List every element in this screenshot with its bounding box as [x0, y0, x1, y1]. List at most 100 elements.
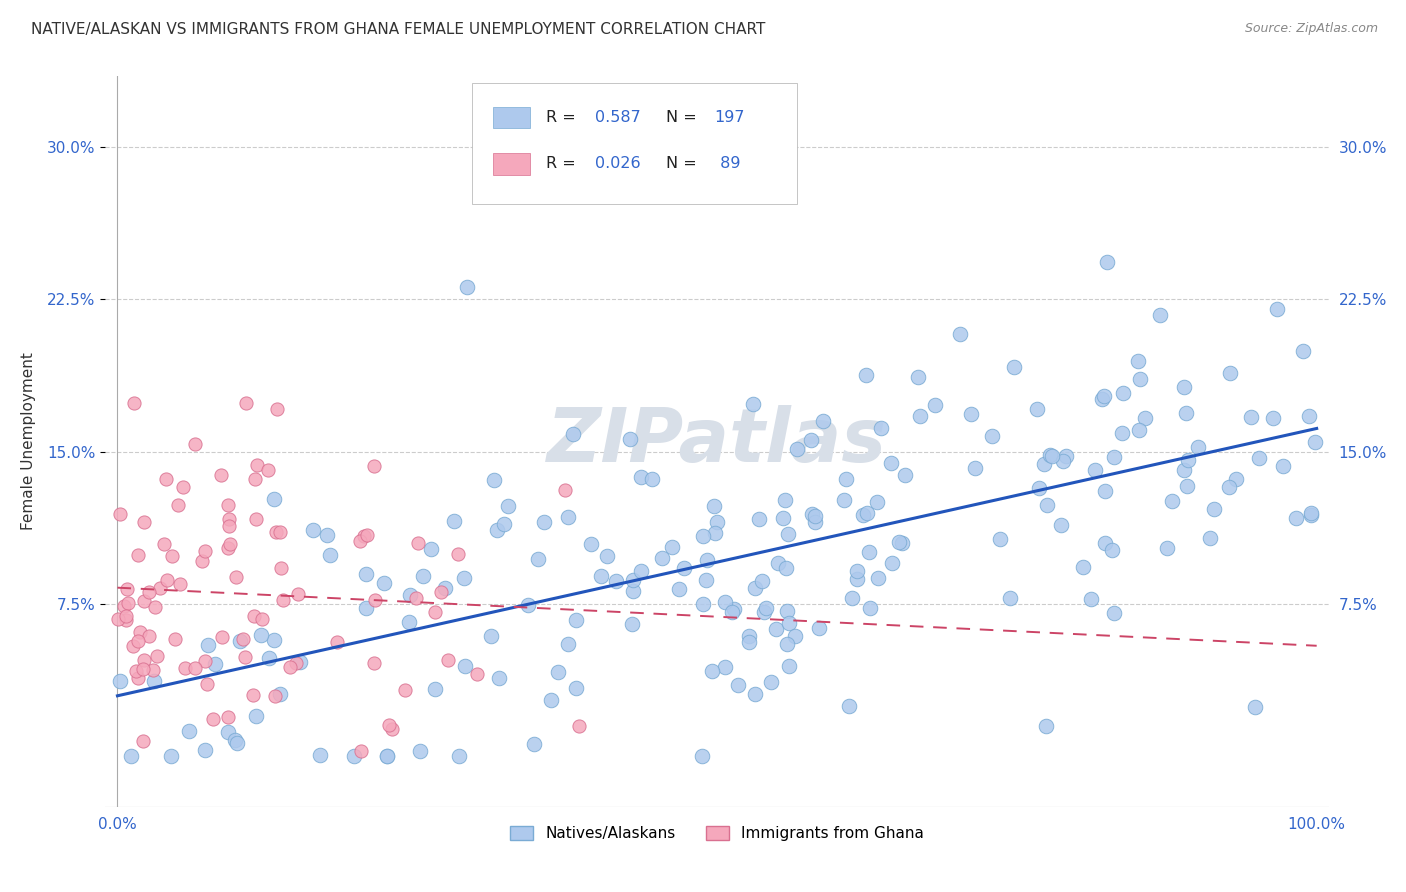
Point	[1261, 411, 1284, 425]
Point	[218, 512, 240, 526]
Point	[742, 397, 765, 411]
Point	[433, 582, 456, 596]
Point	[496, 499, 519, 513]
Point	[1272, 458, 1295, 473]
Point	[204, 657, 226, 672]
Point	[841, 591, 863, 605]
Point	[1092, 389, 1115, 403]
Point	[217, 710, 239, 724]
Point	[454, 658, 477, 673]
Point	[703, 499, 725, 513]
Point	[1298, 409, 1320, 424]
Point	[891, 535, 914, 549]
Point	[776, 604, 799, 618]
Point	[364, 593, 387, 607]
Point	[565, 681, 588, 695]
Point	[981, 429, 1004, 443]
Point	[167, 498, 190, 512]
Point	[1301, 506, 1323, 520]
Point	[115, 582, 138, 597]
Point	[907, 369, 929, 384]
Point	[706, 515, 728, 529]
Point	[727, 678, 749, 692]
Point	[326, 635, 349, 649]
Point	[194, 743, 217, 757]
Point	[651, 550, 673, 565]
Point	[229, 634, 252, 648]
Text: 197: 197	[714, 110, 745, 125]
Point	[343, 749, 366, 764]
Point	[447, 548, 470, 562]
Point	[692, 529, 714, 543]
Point	[1035, 719, 1057, 733]
Point	[835, 472, 858, 486]
Point	[1285, 511, 1308, 525]
Point	[1040, 449, 1063, 463]
Point	[245, 709, 267, 723]
Point	[752, 605, 775, 619]
Point	[280, 660, 302, 674]
Point	[557, 637, 579, 651]
Point	[804, 515, 827, 529]
Point	[1129, 372, 1152, 386]
FancyBboxPatch shape	[494, 106, 530, 128]
Point	[1135, 411, 1157, 425]
Point	[785, 629, 807, 643]
Point	[1026, 402, 1049, 417]
Point	[1095, 254, 1118, 268]
Point	[122, 396, 145, 410]
Point	[759, 675, 782, 690]
Point	[1173, 380, 1195, 394]
Point	[127, 548, 149, 562]
Point	[350, 744, 373, 758]
Point	[855, 506, 877, 520]
Point	[243, 609, 266, 624]
Text: NATIVE/ALASKAN VS IMMIGRANTS FROM GHANA FEMALE UNEMPLOYMENT CORRELATION CHART: NATIVE/ALASKAN VS IMMIGRANTS FROM GHANA …	[31, 22, 765, 37]
Point	[751, 574, 773, 589]
Point	[224, 732, 246, 747]
Point	[852, 508, 875, 522]
Point	[201, 712, 224, 726]
Point	[700, 664, 723, 678]
Point	[1080, 592, 1102, 607]
Text: R =: R =	[546, 156, 581, 171]
Point	[696, 553, 718, 567]
Point	[1128, 353, 1150, 368]
Point	[621, 617, 644, 632]
Point	[354, 567, 377, 582]
Point	[243, 472, 266, 486]
Point	[269, 687, 291, 701]
Point	[363, 459, 385, 474]
Point	[1104, 450, 1126, 464]
Point	[1204, 501, 1226, 516]
Point	[381, 722, 404, 736]
Point	[692, 597, 714, 611]
Point	[143, 600, 166, 615]
Point	[405, 591, 427, 605]
Point	[1033, 457, 1056, 471]
Point	[394, 682, 416, 697]
Point	[1225, 472, 1247, 486]
Point	[408, 535, 430, 549]
Point	[169, 576, 191, 591]
Point	[1247, 451, 1270, 466]
Point	[1128, 423, 1150, 437]
Point	[232, 632, 254, 646]
Point	[174, 661, 197, 675]
Point	[160, 749, 183, 764]
Text: N =: N =	[665, 110, 702, 125]
Point	[1187, 440, 1209, 454]
Point	[430, 585, 453, 599]
Point	[353, 529, 375, 543]
Point	[1240, 410, 1263, 425]
Point	[120, 749, 142, 764]
Point	[211, 631, 233, 645]
Point	[363, 656, 385, 670]
Point	[456, 279, 478, 293]
Point	[1112, 386, 1135, 401]
Point	[112, 599, 135, 614]
Text: ZIPatlas: ZIPatlas	[547, 405, 887, 478]
Point	[641, 471, 664, 485]
Point	[737, 635, 759, 649]
Point	[661, 541, 683, 555]
